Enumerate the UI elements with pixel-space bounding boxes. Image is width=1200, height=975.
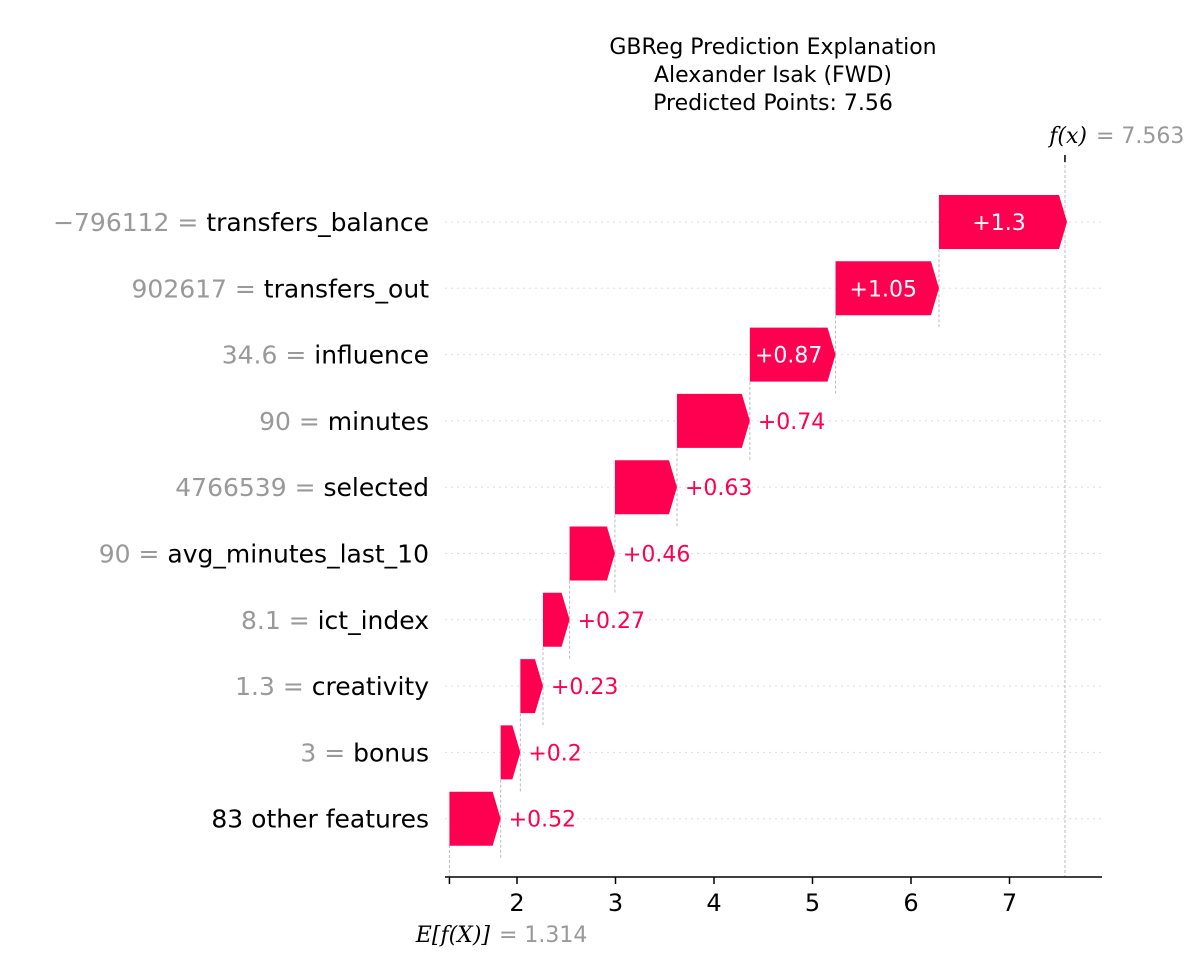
svg-text:f(x): f(x): [1047, 124, 1087, 149]
feature-label: 90 = minutes: [259, 407, 429, 436]
bar-ict_index: [543, 592, 570, 647]
chart-title-line-2: Alexander Isak (FWD): [654, 63, 892, 88]
feature-label: 83 other features: [211, 805, 429, 834]
bar-value-label: +1.05: [850, 277, 917, 302]
bar-minutes: [676, 393, 750, 448]
x-tick-label: 7: [1002, 889, 1017, 917]
bar-creativity: [520, 659, 544, 714]
bar-influence: [749, 327, 836, 382]
bar-value-label: +0.2: [528, 741, 581, 766]
output-value-label: f(x) = 7.563: [1047, 124, 1184, 149]
bar-transfers_balance: [938, 195, 1068, 249]
x-tick-label: 6: [903, 889, 918, 917]
feature-labels: +1.3 −796112 = transfers_balance +1.05 9026…: [53, 208, 1026, 834]
x-tick-label: 5: [805, 889, 820, 917]
bar-value-label: +0.87: [755, 344, 822, 369]
reference-lines: [448, 155, 1066, 877]
x-tick-label: 2: [509, 889, 524, 917]
x-tick-label: 3: [608, 889, 623, 917]
output-value: = 7.563: [1096, 124, 1184, 149]
bar-value-label: +0.46: [623, 543, 690, 568]
bars: [449, 195, 1068, 846]
svg-text:= 7.563: = 7.563: [1096, 124, 1184, 149]
base-label: E[f(X)]: [415, 923, 491, 948]
bar-avg_minutes_last_10: [569, 526, 615, 581]
bar-value-label: +1.3: [972, 211, 1025, 236]
chart-title-line-3: Predicted Points: 7.56: [653, 91, 893, 116]
feature-label: 3 = bonus: [300, 738, 429, 767]
chart-title: GBReg Prediction Explanation Alexander I…: [609, 35, 936, 116]
feature-label: 4766539 = selected: [175, 473, 429, 502]
chart-title-line-1: GBReg Prediction Explanation: [609, 35, 936, 60]
bar-value-label: +0.27: [578, 609, 645, 634]
feature-label: 8.1 = ict_index: [241, 606, 429, 635]
bar-83-other-features: [449, 791, 501, 846]
svg-text:E[f(X)]: E[f(X)]: [415, 923, 491, 948]
bar-value-label: +0.74: [758, 410, 825, 435]
bar-value-label: +0.23: [551, 675, 618, 700]
x-tick-label: 4: [706, 889, 721, 917]
feature-label: 1.3 = creativity: [235, 672, 429, 701]
feature-label: 34.6 = influence: [222, 341, 429, 370]
base-value-label: E[f(X)] = 1.314: [415, 923, 588, 948]
bar-transfers_out: [835, 261, 939, 316]
feature-label: 90 = avg_minutes_last_10: [99, 540, 429, 569]
bar-selected: [614, 460, 677, 515]
output-label: f(x): [1047, 124, 1087, 149]
base-value: = 1.314: [499, 923, 587, 948]
svg-text:= 1.314: = 1.314: [499, 923, 587, 948]
feature-label: −796112 = transfers_balance: [53, 208, 429, 237]
bar-value-label: +0.63: [685, 476, 752, 501]
bar-value-label: +0.52: [509, 808, 576, 833]
row-gridlines: [445, 221, 1102, 820]
x-axis: 2 3 4 5 6 7: [445, 876, 1102, 917]
bar-bonus: [500, 725, 521, 780]
feature-label: 902617 = transfers_out: [132, 274, 430, 303]
